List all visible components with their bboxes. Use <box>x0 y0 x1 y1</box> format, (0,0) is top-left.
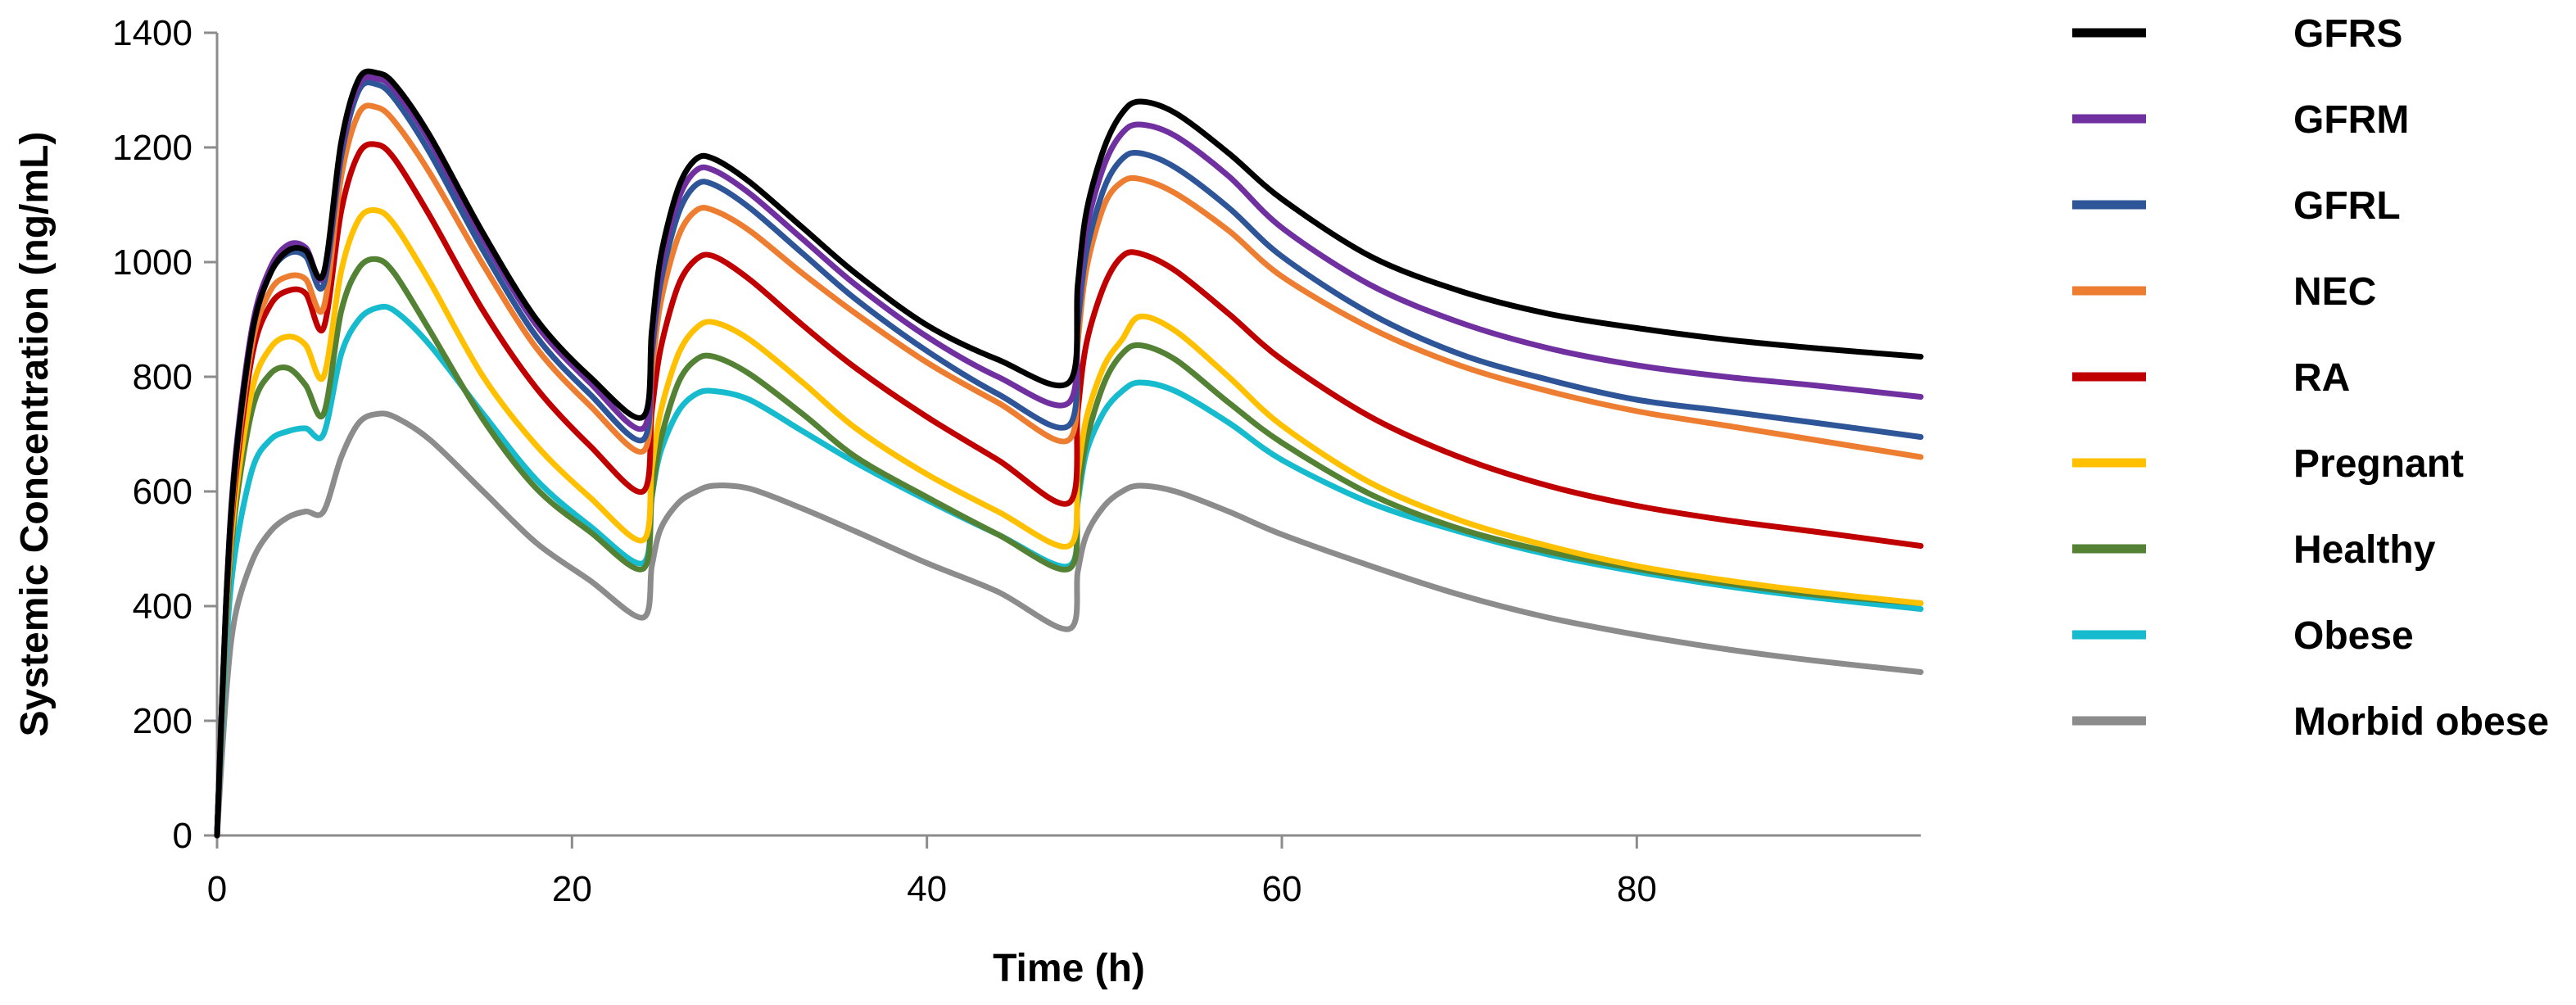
y-tick-label: 600 <box>133 472 192 512</box>
x-tick-label: 0 <box>207 869 227 909</box>
legend-label: RA <box>2293 356 2350 400</box>
legend-label: Obese <box>2293 614 2414 658</box>
legend-item-gfrm: GFRM <box>2072 98 2409 142</box>
y-tick-label: 1000 <box>112 242 192 283</box>
x-axis-title: Time (h) <box>993 947 1145 990</box>
y-tick-label: 200 <box>133 701 192 741</box>
legend-label: GFRL <box>2293 184 2401 228</box>
y-tick-label: 800 <box>133 357 192 397</box>
x-tick-group: 0 20 40 60 80 <box>207 835 1657 909</box>
series-lines <box>214 68 1924 839</box>
series-line-morbid-obese <box>214 410 1924 839</box>
x-tick-label: 40 <box>907 869 947 909</box>
legend-item-gfrl: GFRL <box>2072 184 2401 228</box>
series-line-healthy <box>214 256 1924 839</box>
series-line-gfrl <box>214 79 1924 839</box>
legend-label: NEC <box>2293 270 2376 314</box>
legend-label: GFRS <box>2293 12 2402 56</box>
y-tick-label: 1400 <box>112 13 192 53</box>
x-tick-label: 20 <box>552 869 592 909</box>
series-line-nec <box>214 102 1924 839</box>
series-line-pregnant <box>214 207 1924 839</box>
series-line-obese <box>214 303 1924 839</box>
legend-label: Pregnant <box>2293 442 2464 486</box>
legend-label: Morbid obese <box>2293 700 2549 744</box>
y-tick-label: 400 <box>133 586 192 627</box>
x-tick-label: 80 <box>1617 869 1657 909</box>
legend-item-nec: NEC <box>2072 270 2376 314</box>
legend-item-healthy: Healthy <box>2072 528 2436 572</box>
legend-label: GFRM <box>2293 98 2409 142</box>
y-axis-title: Systemic Concentration (ng/mL) <box>13 132 57 737</box>
legend-item-pregnant: Pregnant <box>2072 442 2464 486</box>
series-line-ra <box>214 141 1924 839</box>
legend-item-morbid-obese: Morbid obese <box>2072 700 2549 744</box>
y-tick-group: 0 200 400 600 800 1000 1200 1400 <box>112 13 217 856</box>
y-tick-label: 0 <box>173 816 192 856</box>
y-tick-label: 1200 <box>112 128 192 168</box>
series-line-gfrs <box>214 68 1924 839</box>
x-tick-label: 60 <box>1262 869 1302 909</box>
series-line-gfrm <box>214 74 1924 839</box>
legend-item-gfrs: GFRS <box>2072 12 2402 56</box>
legend: GFRS GFRM GFRL NEC RA Pregnant Healthy Obese Mor… <box>2072 12 2549 744</box>
legend-item-obese: Obese <box>2072 614 2414 658</box>
legend-item-ra: RA <box>2072 356 2350 400</box>
legend-label: Healthy <box>2293 528 2436 572</box>
